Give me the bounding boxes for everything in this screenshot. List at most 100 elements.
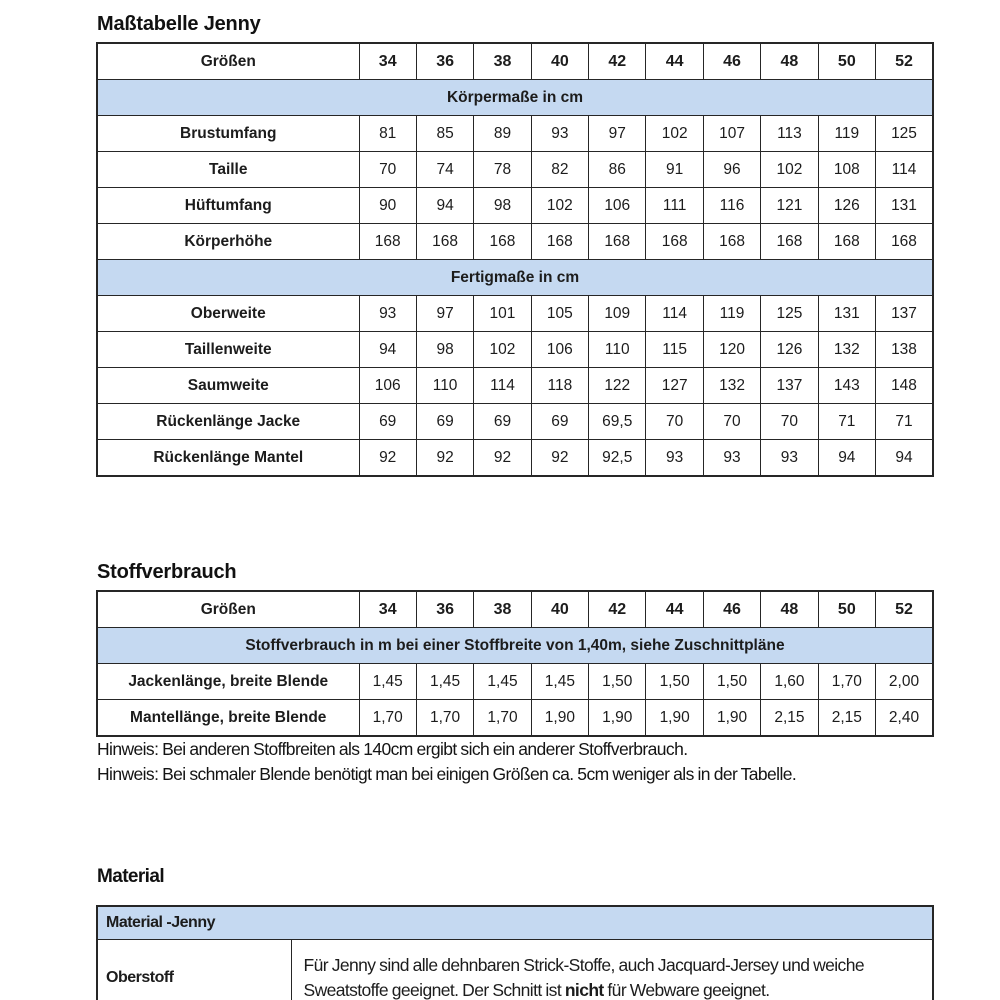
value-cell: 91 <box>645 151 704 188</box>
value-cell: 116 <box>702 187 762 224</box>
value-cell: 93 <box>530 115 590 152</box>
value-cell: 90 <box>358 187 417 224</box>
value-cell: 70 <box>702 403 762 440</box>
value-cell: 120 <box>702 331 762 368</box>
value-cell: 119 <box>702 295 762 332</box>
column-header-size: 44 <box>645 42 704 80</box>
row-label: Saumweite <box>96 367 360 404</box>
material-bold-word: nicht <box>564 980 604 1000</box>
value-cell: 1,45 <box>473 663 532 700</box>
row-label: Taillenweite <box>96 331 360 368</box>
value-cell: 168 <box>760 223 819 260</box>
value-cell: 132 <box>817 331 877 368</box>
table-row: Jackenlänge, breite Blende 1,45 1,45 1,45 1,… <box>96 663 934 700</box>
value-cell: 137 <box>760 367 819 404</box>
column-header-size: 44 <box>645 590 704 628</box>
material-row-text: Für Jenny sind alle dehnbaren Strick-Sto… <box>290 939 934 1000</box>
value-cell: 168 <box>415 223 475 260</box>
value-cell: 70 <box>760 403 819 440</box>
value-cell: 125 <box>875 115 934 152</box>
table-row: Oberweite 93 97 101 105 109 114 119 125 131 137 <box>96 295 934 332</box>
column-header-size: 48 <box>760 42 819 80</box>
value-cell: 114 <box>473 367 532 404</box>
table-row: Mantellänge, breite Blende 1,70 1,70 1,70 1,… <box>96 699 934 737</box>
column-header-size: 52 <box>875 590 934 628</box>
note-stoffbreite: Hinweis: Bei anderen Stoffbreiten als 14… <box>97 739 688 759</box>
value-cell: 1,90 <box>702 699 762 737</box>
value-cell: 2,00 <box>875 663 934 700</box>
value-cell: 114 <box>875 151 934 188</box>
column-header-size: 50 <box>817 590 877 628</box>
value-cell: 125 <box>760 295 819 332</box>
value-cell: 96 <box>702 151 762 188</box>
value-cell: 98 <box>415 331 475 368</box>
column-header-size: 36 <box>415 590 475 628</box>
table-row: Hüftumfang 90 94 98 102 106 111 116 121 126 131 <box>96 187 934 224</box>
value-cell: 127 <box>645 367 704 404</box>
value-cell: 132 <box>702 367 762 404</box>
row-label: Taille <box>96 151 360 188</box>
value-cell: 71 <box>817 403 877 440</box>
table-row: Taille 70 74 78 82 86 91 96 102 108 114 <box>96 151 934 188</box>
value-cell: 102 <box>530 187 590 224</box>
size-header-row: Größen 34 36 38 40 42 44 46 48 50 52 <box>96 590 934 628</box>
value-cell: 122 <box>588 367 647 404</box>
material-title: Material <box>97 866 165 887</box>
value-cell: 93 <box>358 295 417 332</box>
value-cell: 168 <box>702 223 762 260</box>
column-header-size: 38 <box>473 42 532 80</box>
value-cell: 110 <box>588 331 647 368</box>
column-header-size: 48 <box>760 590 819 628</box>
masstabelle-title: Maßtabelle Jenny <box>97 13 261 35</box>
section-band-label: Körpermaße in cm <box>96 79 934 116</box>
row-label: Hüftumfang <box>96 187 360 224</box>
value-cell: 69 <box>473 403 532 440</box>
row-label: Brustumfang <box>96 115 360 152</box>
column-header-size: 50 <box>817 42 877 80</box>
table-row: Rückenlänge Jacke 69 69 69 69 69,5 70 70 70 71 71 <box>96 403 934 440</box>
value-cell: 70 <box>645 403 704 440</box>
column-header-size: 52 <box>875 42 934 80</box>
stoffverbrauch-table: Größen 34 36 38 40 42 44 46 48 50 52 Stoffverbrauch… <box>96 590 934 737</box>
value-cell: 1,50 <box>645 663 704 700</box>
column-header-size: 40 <box>530 590 590 628</box>
value-cell: 131 <box>817 295 877 332</box>
column-header-groessen: Größen <box>96 42 360 80</box>
value-cell: 148 <box>875 367 934 404</box>
value-cell: 114 <box>645 295 704 332</box>
value-cell: 115 <box>645 331 704 368</box>
value-cell: 94 <box>415 187 475 224</box>
column-header-size: 34 <box>358 590 417 628</box>
note-schmale-blende: Hinweis: Bei schmaler Blende benötigt ma… <box>97 764 797 784</box>
table-row: Taillenweite 94 98 102 106 110 115 120 126 132 138 <box>96 331 934 368</box>
value-cell: 70 <box>358 151 417 188</box>
value-cell: 1,60 <box>760 663 819 700</box>
value-cell: 92 <box>530 439 590 477</box>
column-header-size: 46 <box>702 42 762 80</box>
section-band-row: Körpermaße in cm <box>96 79 934 116</box>
row-label: Rückenlänge Jacke <box>96 403 360 440</box>
value-cell: 93 <box>760 439 819 477</box>
value-cell: 168 <box>817 223 877 260</box>
value-cell: 71 <box>875 403 934 440</box>
row-label: Körperhöhe <box>96 223 360 260</box>
column-header-size: 42 <box>588 590 647 628</box>
value-cell: 92,5 <box>588 439 647 477</box>
table-row: Brustumfang 81 85 89 93 97 102 107 113 119 125 <box>96 115 934 152</box>
material-row-label: Oberstoff <box>96 939 292 1000</box>
value-cell: 81 <box>358 115 417 152</box>
value-cell: 126 <box>817 187 877 224</box>
size-header-row: Größen 34 36 38 40 42 44 46 48 50 52 <box>96 42 934 80</box>
value-cell: 109 <box>588 295 647 332</box>
value-cell: 74 <box>415 151 475 188</box>
stoffverbrauch-title: Stoffverbrauch <box>97 561 237 583</box>
value-cell: 2,15 <box>817 699 877 737</box>
value-cell: 131 <box>875 187 934 224</box>
value-cell: 78 <box>473 151 532 188</box>
value-cell: 168 <box>875 223 934 260</box>
value-cell: 108 <box>817 151 877 188</box>
table-row: Körperhöhe 168 168 168 168 168 168 168 168 168 168 <box>96 223 934 260</box>
value-cell: 106 <box>358 367 417 404</box>
value-cell: 98 <box>473 187 532 224</box>
value-cell: 106 <box>530 331 590 368</box>
